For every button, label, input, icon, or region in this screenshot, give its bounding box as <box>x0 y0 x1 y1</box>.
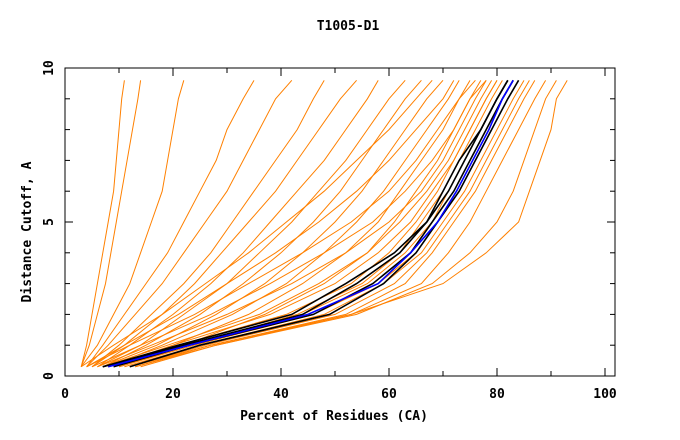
highlight-curve-3 <box>102 79 509 368</box>
model-curve-6 <box>91 79 357 368</box>
x-tick-label: 20 <box>165 387 181 402</box>
model-curve-8 <box>97 79 406 368</box>
model-curve-9 <box>102 79 422 368</box>
model-curve-20 <box>135 80 536 368</box>
highlight-curve-2 <box>129 79 520 368</box>
chart-title: T1005-D1 <box>317 19 380 34</box>
best-curve-0 <box>107 79 514 368</box>
x-tick-label: 0 <box>61 387 69 402</box>
model-curve-28 <box>86 80 471 368</box>
model-curve-12 <box>108 79 476 368</box>
model-curve-18 <box>124 80 525 368</box>
model-curve-5 <box>91 80 325 368</box>
model-curve-23 <box>135 80 568 368</box>
model-curve-29 <box>86 80 455 368</box>
model-curve-27 <box>91 80 482 368</box>
model-curve-7 <box>97 80 379 368</box>
model-curve-2 <box>80 80 185 368</box>
y-tick-label: 0 <box>42 372 57 380</box>
model-curve-24 <box>113 80 498 368</box>
highlight-curve-1 <box>113 79 514 368</box>
x-tick-label: 60 <box>381 387 397 402</box>
x-axis-label: Percent of Residues (CA) <box>240 409 428 424</box>
model-curve-22 <box>140 80 557 368</box>
model-curve-10 <box>102 79 444 368</box>
model-curve-26 <box>97 80 487 368</box>
x-tick-label: 80 <box>489 387 505 402</box>
model-curve-1 <box>80 80 142 367</box>
y-tick-label: 10 <box>42 60 57 76</box>
model-curve-11 <box>108 80 460 368</box>
model-curve-25 <box>102 80 493 368</box>
x-tick-label: 100 <box>593 387 617 402</box>
model-curve-0 <box>80 80 125 367</box>
x-tick-label: 40 <box>273 387 289 402</box>
model-curve-3 <box>86 80 255 368</box>
model-curve-4 <box>86 79 293 368</box>
y-axis-label: Distance Cutoff, A <box>20 161 35 302</box>
plot-lines <box>80 79 568 368</box>
axis-ticks: 0 20 40 60 80 100 0 5 10 <box>42 60 617 402</box>
model-curve-30 <box>80 79 433 368</box>
y-tick-label: 5 <box>42 218 57 226</box>
model-curve-19 <box>129 80 530 368</box>
plot-frame <box>64 67 616 377</box>
model-curve-17 <box>118 80 520 368</box>
